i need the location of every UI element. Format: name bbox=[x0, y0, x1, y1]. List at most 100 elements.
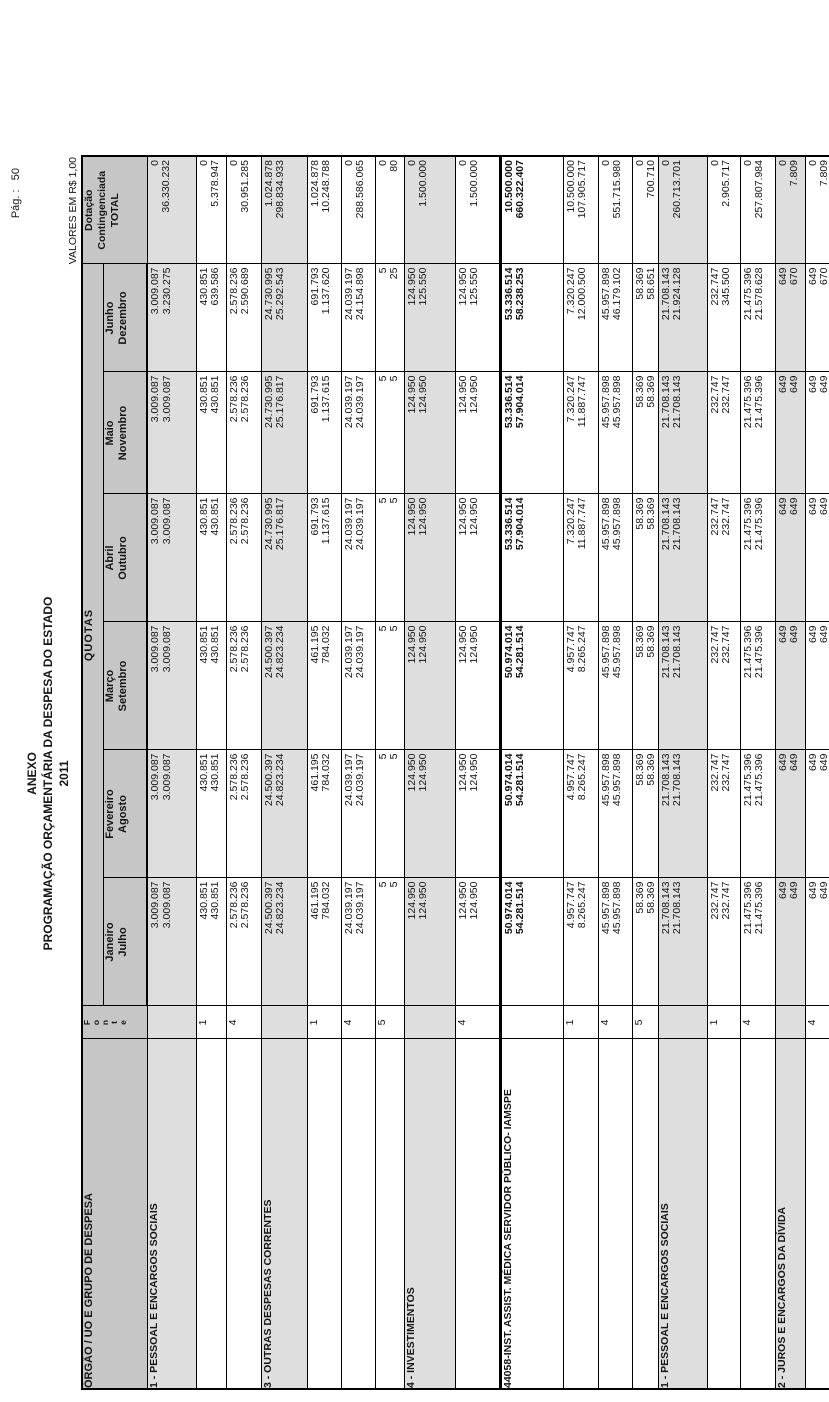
row-label-empty bbox=[632, 1039, 658, 1389]
quota-cell-month-1: 430.851 430.851 bbox=[196, 878, 226, 1006]
table-row-11-fonte: 1 4.957.747 8.265.247 4.957.747 8.265.247 4.9… bbox=[563, 156, 598, 1389]
quota-cell-month-3: 649 649 bbox=[775, 622, 805, 750]
dotacao-total-cell: 0 257.807.984 bbox=[740, 156, 775, 264]
quota-cell-month-6: 124.950 125.550 bbox=[404, 264, 455, 372]
quota-cell-month-4: 24.730.995 25.176.817 bbox=[261, 494, 307, 622]
fonte-code: 1 bbox=[707, 1006, 740, 1039]
quota-cell-month-4: 691.793 1.137.615 bbox=[307, 494, 341, 622]
table-row-14-group: 1 - PESSOAL E ENCARGOS SOCIAIS 21.708.143… bbox=[658, 156, 707, 1389]
quota-cell-month-2: 21.475.396 21.475.396 bbox=[740, 750, 775, 878]
fonte-code bbox=[658, 1006, 707, 1039]
quota-cell-month-3: 50.974.014 54.281.514 bbox=[500, 622, 563, 750]
quota-cell-month-4: 232.747 232.747 bbox=[707, 494, 740, 622]
quota-cell-month-4: 7.320.247 11.887.747 bbox=[563, 494, 598, 622]
table-row-9-fonte: 4 124.950 124.950 124.950 124.950 124.950 124.… bbox=[455, 156, 500, 1389]
quota-cell-month-6: 232.747 345.500 bbox=[707, 264, 740, 372]
quota-cell-month-2: 430.851 430.851 bbox=[196, 750, 226, 878]
quota-cell-month-5: 21.475.396 21.475.396 bbox=[740, 372, 775, 494]
quota-cell-month-5: 24.039.197 24.039.197 bbox=[341, 372, 375, 494]
quota-cell-month-2: 45.957.898 45.957.898 bbox=[598, 750, 632, 878]
quota-cell-month-6: 649 670 bbox=[775, 264, 805, 372]
quota-cell-month-5: 58.369 58.369 bbox=[632, 372, 658, 494]
quota-cell-month-3: 58.369 58.369 bbox=[632, 622, 658, 750]
fonte-code: 4 bbox=[598, 1006, 632, 1039]
row-label: 1 - PESSOAL E ENCARGOS SOCIAIS bbox=[658, 1039, 707, 1389]
quota-cell-month-1: 3.009.087 3.009.087 bbox=[147, 878, 196, 1006]
row-label-empty bbox=[341, 1039, 375, 1389]
fonte-code: 4 bbox=[740, 1006, 775, 1039]
fonte-code: 1 bbox=[563, 1006, 598, 1039]
fonte-code: 4 bbox=[455, 1006, 500, 1039]
quota-cell-month-6: 21.708.143 21.924.128 bbox=[658, 264, 707, 372]
fonte-code: 4 bbox=[226, 1006, 261, 1039]
quota-cell-month-1: 24.039.197 24.039.197 bbox=[341, 878, 375, 1006]
table-row-12-fonte: 4 45.957.898 45.957.898 45.957.898 45.957.89… bbox=[598, 156, 632, 1389]
quota-cell-month-1: 24.500.397 24.823.234 bbox=[261, 878, 307, 1006]
quota-cell-month-2: 24.500.397 24.823.234 bbox=[261, 750, 307, 878]
doc-title-year: 2011 bbox=[57, 760, 71, 787]
quota-cell-month-3: 124.950 124.950 bbox=[455, 622, 500, 750]
quota-cell-month-4: 24.039.197 24.039.197 bbox=[341, 494, 375, 622]
row-label: 4 - INVESTIMENTOS bbox=[404, 1039, 455, 1389]
fonte-code: 4 bbox=[805, 1006, 829, 1039]
quota-cell-month-5: 2.578.236 2.578.236 bbox=[226, 372, 261, 494]
row-label-empty bbox=[226, 1039, 261, 1389]
quota-cell-month-5: 7.320.247 11.887.747 bbox=[563, 372, 598, 494]
quota-cell-month-1: 50.974.014 54.281.514 bbox=[500, 878, 563, 1006]
row-label-empty bbox=[196, 1039, 226, 1389]
dotacao-total-cell: 1.024.878 10.248.788 bbox=[307, 156, 341, 264]
quota-cell-month-5: 124.950 124.950 bbox=[404, 372, 455, 494]
dotacao-total-cell: 1.024.878 298.834.933 bbox=[261, 156, 307, 264]
header-quotas: QUOTAS bbox=[82, 264, 104, 1006]
quota-cell-month-5: 24.730.995 25.176.817 bbox=[261, 372, 307, 494]
row-label: 44058-INST. ASSIST. MÉDICA SERVIDOR PÚBL… bbox=[500, 1039, 563, 1389]
page-number-gap bbox=[10, 180, 22, 189]
table-row-2-fonte: 1 430.851 430.851 430.851 430.851 430.851 430.… bbox=[196, 156, 226, 1389]
quota-cell-month-5: 124.950 124.950 bbox=[455, 372, 500, 494]
table-row-1-group: 1 - PESSOAL E ENCARGOS SOCIAIS 3.009.087 3… bbox=[147, 156, 196, 1389]
row-label-empty bbox=[598, 1039, 632, 1389]
fonte-code: 5 bbox=[632, 1006, 658, 1039]
table-row-15-fonte: 1 232.747 232.747 232.747 232.747 232.747 232.… bbox=[707, 156, 740, 1389]
doc-title-main: PROGRAMAÇÃO ORÇAMENTÁRIA DA DESPESA DO E… bbox=[41, 596, 55, 951]
quota-cell-month-1: 124.950 124.950 bbox=[404, 878, 455, 1006]
quota-cell-month-3: 430.851 430.851 bbox=[196, 622, 226, 750]
quota-cell-month-6: 58.369 58.651 bbox=[632, 264, 658, 372]
row-label-empty bbox=[805, 1039, 829, 1389]
quota-cell-month-2: 50.974.014 54.281.514 bbox=[500, 750, 563, 878]
quota-cell-month-2: 2.578.236 2.578.236 bbox=[226, 750, 261, 878]
quota-cell-month-3: 3.009.087 3.009.087 bbox=[147, 622, 196, 750]
row-label: 1 - PESSOAL E ENCARGOS SOCIAIS bbox=[147, 1039, 196, 1389]
dotacao-total-cell: 0 1.500.000 bbox=[455, 156, 500, 264]
table-row-10-uo: 44058-INST. ASSIST. MÉDICA SERVIDOR PÚBL… bbox=[500, 156, 563, 1389]
dotacao-total-cell: 0 36.330.232 bbox=[147, 156, 196, 264]
quota-cell-month-2: 21.708.143 21.708.143 bbox=[658, 750, 707, 878]
row-label-empty bbox=[563, 1039, 598, 1389]
dotacao-total-cell: 0 7.809 bbox=[775, 156, 805, 264]
quota-cell-month-1: 21.708.143 21.708.143 bbox=[658, 878, 707, 1006]
table-row-18-fonte: 4 649 649 649 649 649 649 649 649 649 649 649 670 0 7.… bbox=[805, 156, 829, 1389]
table-row-3-fonte: 4 2.578.236 2.578.236 2.578.236 2.578.236 2.5… bbox=[226, 156, 261, 1389]
quota-cell-month-5: 3.009.087 3.009.087 bbox=[147, 372, 196, 494]
quota-cell-month-5: 232.747 232.747 bbox=[707, 372, 740, 494]
quota-cell-month-3: 461.195 784.032 bbox=[307, 622, 341, 750]
quota-cell-month-6: 53.336.514 58.238.253 bbox=[500, 264, 563, 372]
quota-cell-month-3: 232.747 232.747 bbox=[707, 622, 740, 750]
quota-cell-month-1: 21.475.396 21.475.396 bbox=[740, 878, 775, 1006]
quota-cell-month-6: 430.851 639.586 bbox=[196, 264, 226, 372]
quota-cell-month-5: 430.851 430.851 bbox=[196, 372, 226, 494]
quota-cell-month-1: 58.369 58.369 bbox=[632, 878, 658, 1006]
table-row-7-fonte: 5 5 5 5 5 5 5 5 5 5 5 5 25 0 80 bbox=[375, 156, 404, 1389]
quota-cell-month-4: 53.336.514 57.904.014 bbox=[500, 494, 563, 622]
fonte-code bbox=[775, 1006, 805, 1039]
quota-cell-month-6: 45.957.898 46.179.102 bbox=[598, 264, 632, 372]
quota-cell-month-4: 649 649 bbox=[775, 494, 805, 622]
table-row-13-fonte: 5 58.369 58.369 58.369 58.369 58.369 58.369 58.… bbox=[632, 156, 658, 1389]
table-row-17-group: 2 - JUROS E ENCARGOS DA DÍVIDA 649 649 649 6… bbox=[775, 156, 805, 1389]
table-row-16-fonte: 4 21.475.396 21.475.396 21.475.396 21.475.39… bbox=[740, 156, 775, 1389]
